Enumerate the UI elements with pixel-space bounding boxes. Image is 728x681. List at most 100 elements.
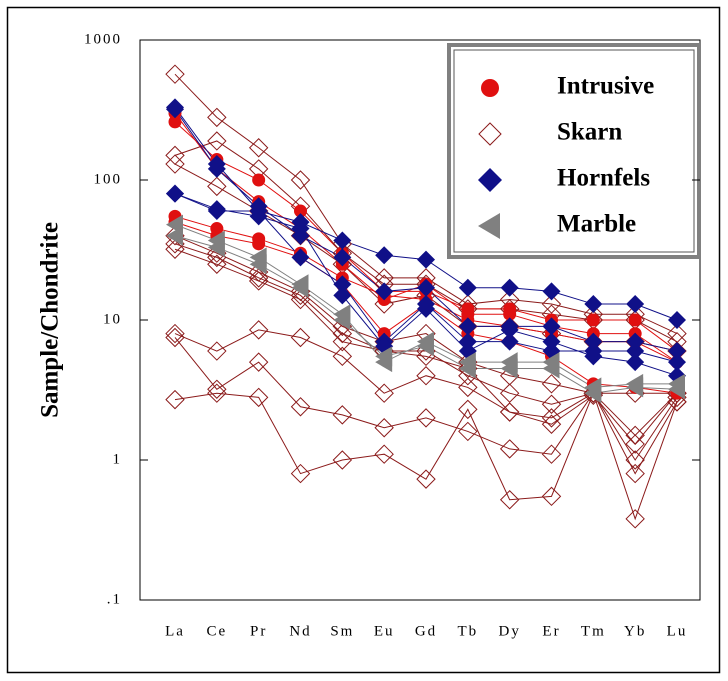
marker [248,268,269,288]
marker [626,332,645,351]
marker [499,439,520,459]
marker [165,64,185,84]
plot [165,64,687,529]
marker [541,486,562,507]
marker [165,154,185,174]
marker [499,402,520,422]
marker [332,331,353,352]
legend-marker [481,79,499,97]
marker [542,317,561,336]
marker [333,248,352,267]
legend-inner [453,49,695,253]
marker [207,254,227,274]
marker [584,332,603,351]
x-tick-label: Tb [457,623,478,639]
marker [207,200,226,219]
marker [291,219,310,238]
marker [458,399,478,420]
marker [458,421,478,442]
marker [332,346,353,367]
marker [207,131,227,151]
marker [291,248,310,267]
marker [417,336,434,357]
marker [626,295,645,314]
marker [541,374,562,394]
marker [542,332,561,351]
marker [207,383,227,403]
marker [503,307,517,321]
x-tick-label: Nd [289,623,311,639]
x-tick-label: Eu [374,623,395,639]
marker [542,358,560,379]
marker [500,358,518,379]
marker [668,342,686,361]
marker [332,450,353,470]
marker [417,299,435,318]
marker [375,346,393,367]
marker [499,383,520,403]
x-tick-label: Yb [624,623,646,639]
y-tick-label: 1 [113,451,123,467]
marker [458,317,477,336]
marker [626,353,645,372]
marker [249,254,267,275]
legend-label: Skarn [557,119,622,146]
marker [291,277,309,298]
marker [165,327,185,348]
y-tick-label: 1000 [84,31,122,47]
marker [584,347,603,366]
marker [584,383,602,404]
marker [166,184,184,203]
marker [416,366,436,386]
marker [626,342,645,361]
legend-label: Intrusive [557,73,654,100]
marker [625,425,645,446]
marker [374,383,394,403]
marker [248,271,269,291]
marker [207,379,227,399]
marker [668,379,685,400]
y-tick-label: 10 [103,311,122,327]
marker [375,246,394,265]
marker [375,282,394,301]
marker [248,387,269,408]
y-tick-label: .1 [107,591,122,607]
marker [249,207,268,226]
marker [166,225,183,246]
legend-marker [478,213,500,239]
marker [625,434,645,454]
marker [541,444,562,464]
marker [165,323,185,344]
marker [333,310,351,330]
marker [541,394,562,414]
marker [333,275,352,294]
marker [333,286,352,305]
marker [290,463,311,484]
x-tick-label: Er [542,623,560,639]
x-tick-label: Gd [415,623,437,639]
marker [542,282,561,301]
marker [374,444,394,464]
marker [626,377,644,398]
marker [625,450,645,470]
marker [207,237,225,258]
marker [500,332,519,351]
marker [628,313,642,327]
x-tick-label: Dy [498,623,520,639]
marker [165,145,185,166]
marker [500,278,519,297]
marker [458,278,477,297]
legend-marker [478,168,502,192]
marker [290,397,311,417]
y-axis-label: Sample/Chondrite [37,222,64,418]
marker [332,323,353,344]
marker [500,320,519,339]
marker [333,231,352,250]
marker [248,352,269,372]
marker [417,250,435,269]
marker [625,509,645,529]
marker [586,313,600,327]
marker [499,490,520,510]
marker [207,176,227,197]
